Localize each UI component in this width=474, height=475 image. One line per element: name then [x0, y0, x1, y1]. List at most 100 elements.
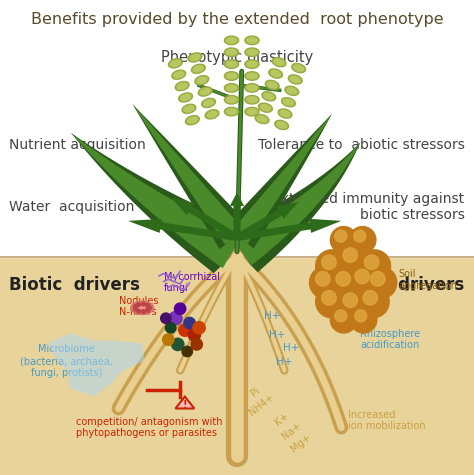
Circle shape [365, 266, 397, 299]
Ellipse shape [185, 115, 199, 125]
Text: NH4+: NH4+ [247, 392, 276, 418]
Circle shape [146, 304, 149, 307]
Ellipse shape [245, 84, 259, 92]
Ellipse shape [177, 83, 187, 89]
Circle shape [147, 306, 151, 310]
Circle shape [142, 302, 146, 306]
Polygon shape [47, 333, 144, 396]
Circle shape [316, 285, 348, 318]
Text: Rhizosphere
acidification: Rhizosphere acidification [360, 329, 420, 351]
Polygon shape [225, 114, 332, 248]
Circle shape [179, 324, 191, 336]
Circle shape [147, 306, 151, 310]
Ellipse shape [290, 76, 301, 83]
Ellipse shape [280, 111, 290, 117]
Ellipse shape [131, 301, 154, 314]
Ellipse shape [260, 104, 271, 111]
Text: Pi: Pi [248, 385, 262, 399]
Ellipse shape [224, 36, 238, 45]
Circle shape [349, 227, 376, 253]
Ellipse shape [224, 84, 238, 92]
Polygon shape [175, 397, 194, 408]
Ellipse shape [205, 110, 219, 119]
Ellipse shape [187, 117, 198, 124]
Ellipse shape [288, 75, 302, 84]
Circle shape [358, 250, 391, 282]
Polygon shape [71, 133, 246, 276]
Ellipse shape [292, 64, 306, 73]
Ellipse shape [285, 86, 299, 95]
Circle shape [354, 230, 366, 242]
Ellipse shape [201, 98, 216, 107]
Circle shape [169, 312, 182, 325]
Circle shape [163, 334, 174, 345]
Ellipse shape [247, 109, 257, 114]
Polygon shape [233, 142, 360, 266]
Polygon shape [71, 133, 242, 268]
Ellipse shape [255, 114, 269, 124]
Text: !: ! [182, 399, 187, 410]
Text: Microbiome
(bacteria, archaea,
fungi, protists): Microbiome (bacteria, archaea, fungi, pr… [20, 344, 113, 378]
Ellipse shape [203, 100, 214, 106]
Ellipse shape [245, 72, 259, 80]
Ellipse shape [278, 109, 292, 118]
Circle shape [343, 248, 357, 262]
Ellipse shape [226, 73, 237, 79]
Ellipse shape [170, 60, 181, 67]
Ellipse shape [226, 49, 237, 55]
Ellipse shape [257, 116, 267, 122]
Ellipse shape [276, 122, 287, 128]
Ellipse shape [226, 38, 237, 43]
Circle shape [365, 255, 379, 269]
Ellipse shape [272, 57, 286, 67]
Text: Na+: Na+ [280, 420, 303, 441]
Text: H+: H+ [264, 311, 281, 321]
Circle shape [363, 291, 377, 305]
Circle shape [335, 310, 347, 322]
Ellipse shape [179, 93, 192, 102]
Ellipse shape [247, 49, 257, 55]
Ellipse shape [193, 66, 203, 72]
Text: K+: K+ [273, 410, 291, 428]
Text: Abiotic drivers: Abiotic drivers [327, 276, 465, 294]
Bar [0, 256, 474, 475]
Circle shape [161, 313, 171, 323]
Polygon shape [133, 104, 244, 245]
Circle shape [330, 227, 357, 253]
Circle shape [330, 306, 357, 333]
Circle shape [146, 308, 149, 312]
Ellipse shape [226, 97, 237, 103]
Ellipse shape [224, 72, 238, 80]
Circle shape [165, 323, 176, 333]
Text: H+: H+ [269, 330, 285, 340]
Circle shape [349, 264, 381, 296]
Circle shape [134, 307, 137, 311]
Ellipse shape [207, 111, 217, 117]
Text: Benefits provided by the extended  root phenotype: Benefits provided by the extended root p… [31, 12, 443, 27]
Ellipse shape [245, 95, 259, 104]
Text: Mycorrhizal
fungi: Mycorrhizal fungi [164, 272, 219, 294]
Circle shape [350, 306, 377, 333]
Circle shape [134, 304, 137, 308]
Ellipse shape [168, 59, 182, 68]
Polygon shape [133, 104, 250, 249]
Ellipse shape [195, 76, 209, 85]
Ellipse shape [247, 38, 257, 43]
Ellipse shape [133, 303, 151, 313]
Circle shape [137, 303, 140, 306]
Ellipse shape [287, 88, 297, 94]
Ellipse shape [245, 36, 259, 45]
Circle shape [174, 303, 186, 314]
Ellipse shape [262, 92, 276, 101]
Text: H+: H+ [283, 342, 300, 353]
Ellipse shape [247, 85, 257, 91]
Circle shape [310, 266, 342, 299]
Circle shape [357, 285, 389, 318]
Ellipse shape [226, 61, 237, 67]
Ellipse shape [293, 65, 304, 71]
Circle shape [137, 309, 140, 313]
Ellipse shape [224, 60, 238, 68]
Ellipse shape [247, 73, 257, 79]
Circle shape [322, 291, 336, 305]
Text: Extended immunity against
biotic stressors: Extended immunity against biotic stresso… [273, 191, 465, 222]
